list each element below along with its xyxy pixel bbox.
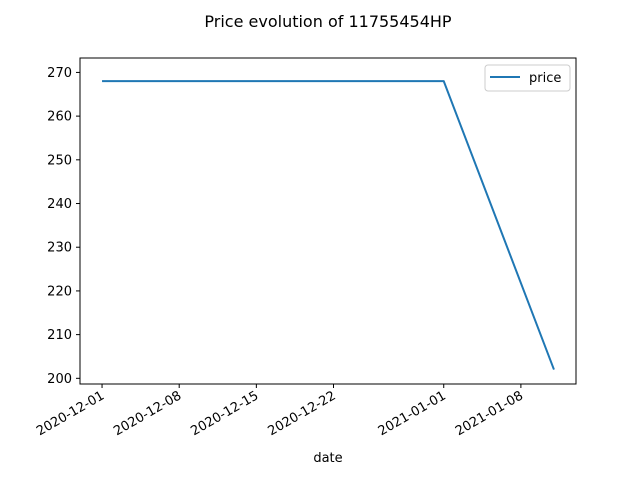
y-tick-label: 210: [47, 328, 72, 343]
y-tick-label: 270: [47, 66, 72, 81]
series-layer: [102, 80, 555, 370]
x-tick-label: 2021-01-08: [453, 388, 526, 439]
legend-label-price: price: [529, 71, 561, 86]
x-tick-label: 2020-12-22: [266, 388, 339, 439]
y-tick-label: 230: [47, 241, 72, 256]
legend: price: [484, 64, 571, 92]
x-tick-label: 2020-12-08: [111, 388, 184, 439]
x-tick-label: 2020-12-01: [34, 388, 107, 439]
y-tick-label: 200: [47, 372, 72, 387]
x-tick-label: 2020-12-15: [188, 388, 261, 439]
y-tick-label: 260: [47, 110, 72, 125]
x-tick-label: 2021-01-01: [376, 388, 449, 439]
y-tick-label: 240: [47, 197, 72, 212]
y-tick-label: 250: [47, 153, 72, 168]
x-axis: 2020-12-01 2020-12-08 2020-12-15 2020-12-22…: [34, 384, 526, 439]
legend-box: [484, 64, 571, 92]
x-axis-title: date: [313, 451, 342, 466]
y-axis: 200 210 220 230 240 250 260 270: [47, 66, 80, 387]
plot-area: [79, 57, 577, 385]
chart-title: Price evolution of 11755454HP: [204, 12, 452, 31]
y-tick-label: 220: [47, 284, 72, 299]
